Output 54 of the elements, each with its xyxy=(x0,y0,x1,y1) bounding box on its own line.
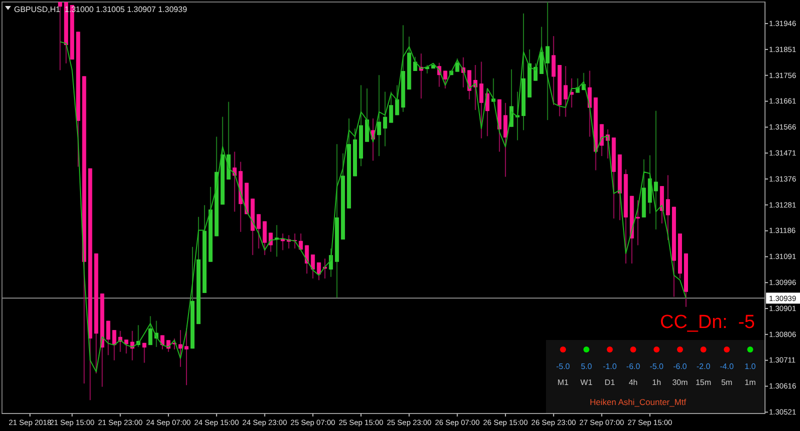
candlestick xyxy=(467,70,472,100)
text: -4.0 xyxy=(720,362,734,371)
category-label: W1 xyxy=(580,378,593,387)
candlestick xyxy=(443,70,448,89)
candlestick xyxy=(148,316,152,346)
candlestick xyxy=(636,200,640,246)
candlestick xyxy=(546,2,550,121)
candlestick xyxy=(365,88,370,142)
category-label: 1h xyxy=(652,378,662,387)
candlestick xyxy=(124,339,128,354)
text: Heiken Ashi_Counter_Mtf xyxy=(590,397,687,407)
category-label: 15m xyxy=(696,378,712,387)
candlestick xyxy=(395,84,400,116)
candlestick xyxy=(377,74,382,157)
candlestick xyxy=(455,58,460,72)
candlestick xyxy=(58,2,62,71)
candlestick xyxy=(479,61,484,139)
candlestick xyxy=(310,254,315,280)
category-label: 5m xyxy=(721,378,733,387)
text: -5.0 xyxy=(556,362,570,371)
candlestick xyxy=(413,56,418,72)
text: -2.0 xyxy=(696,362,710,371)
candlestick xyxy=(256,214,261,250)
candlestick xyxy=(666,174,670,241)
candlestick xyxy=(564,66,568,118)
annotation: CC_Dn: -5 xyxy=(660,312,755,333)
candlestick xyxy=(383,91,388,147)
candlestick xyxy=(534,62,538,82)
category-label: 4h xyxy=(628,378,638,387)
candlestick xyxy=(552,36,556,106)
candlestick xyxy=(304,244,309,274)
candlestick xyxy=(503,102,508,178)
candlestick xyxy=(178,330,182,368)
candlestick xyxy=(540,26,544,74)
candlestick xyxy=(654,110,658,230)
text: 1.0 xyxy=(744,362,756,371)
candlestick xyxy=(262,220,267,256)
category-label: M1 xyxy=(557,378,570,387)
text: 5.0 xyxy=(580,362,592,371)
category-label: 1m xyxy=(744,378,756,387)
text: -6.0 xyxy=(673,362,687,371)
candlestick xyxy=(160,334,164,350)
category-label: D1 xyxy=(604,378,616,387)
text: -6.0 xyxy=(626,362,640,371)
category-label: 30m xyxy=(672,378,688,387)
candlestick xyxy=(106,320,110,356)
text: -5.0 xyxy=(650,362,664,371)
candlestick xyxy=(298,233,303,251)
candlestick xyxy=(389,91,394,124)
candlestick xyxy=(112,330,116,361)
text: -1.0 xyxy=(602,362,617,371)
candlestick xyxy=(142,342,146,364)
candlestick xyxy=(600,124,604,157)
candlestick xyxy=(316,262,321,281)
